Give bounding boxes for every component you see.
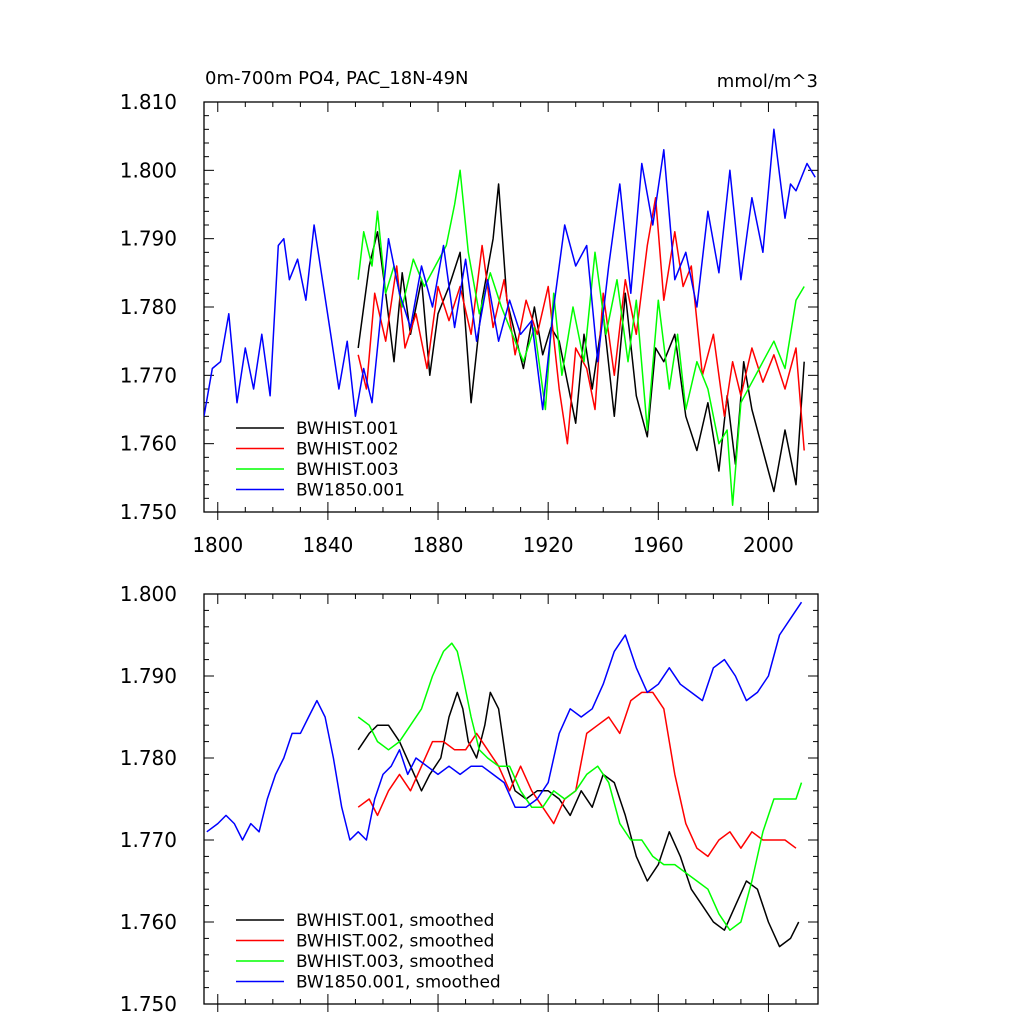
top-series-line-4: [204, 128, 816, 418]
top-x-tick-label: 1960: [633, 533, 684, 557]
bottom-legend-label: BWHIST.003, smoothed: [296, 952, 494, 972]
top-x-tick-label: 1880: [413, 533, 464, 557]
top-panel-title: 0m-700m PO4, PAC_18N-49N: [205, 68, 469, 89]
top-legend-label: BW1850.001: [296, 481, 405, 501]
top-y-tick-label: 1.780: [120, 295, 177, 319]
top-y-tick-label: 1.790: [120, 227, 177, 251]
top-y-tick-label: 1.810: [120, 90, 177, 114]
bottom-series-line-4: [206, 601, 803, 841]
bottom-y-tick-label: 1.790: [120, 664, 177, 688]
bottom-series-line-3: [357, 642, 803, 931]
top-y-tick-label: 1.760: [120, 432, 177, 456]
top-panel: 0m-700m PO4, PAC_18N-49N mmol/m^3 1800 18…: [120, 68, 819, 557]
top-legend-label: BWHIST.002: [296, 440, 399, 460]
bottom-y-tick-label: 1.800: [120, 582, 177, 606]
top-series-line-2: [357, 196, 805, 451]
top-x-tick-label: 1800: [192, 533, 243, 557]
bottom-series-line-1: [357, 691, 800, 948]
top-y-tick-label: 1.750: [120, 500, 177, 524]
top-y-tick-label: 1.800: [120, 158, 177, 182]
bottom-plot-frame: [203, 593, 819, 1005]
bottom-legend-label: BWHIST.002, smoothed: [296, 932, 494, 952]
bottom-y-tick-label: 1.770: [120, 828, 177, 852]
bottom-y-tick-label: 1.750: [120, 992, 177, 1016]
top-legend-label: BWHIST.003: [296, 460, 399, 480]
bottom-y-tick-label: 1.760: [120, 910, 177, 934]
bottom-legend-label: BWHIST.001, smoothed: [296, 911, 494, 931]
bottom-panel: 1.750 1.760 1.770 1.780 1.790 1.800 BWHIST.001…: [120, 582, 819, 1016]
bottom-series-line-2: [357, 691, 797, 858]
top-panel-units: mmol/m^3: [717, 71, 818, 92]
top-x-tick-label: 1840: [302, 533, 353, 557]
top-x-tick-label: 1920: [523, 533, 574, 557]
top-y-tick-label: 1.770: [120, 363, 177, 387]
bottom-legend-label: BW1850.001, smoothed: [296, 973, 501, 993]
top-legend-label: BWHIST.001: [296, 419, 399, 439]
top-series-line-3: [357, 169, 805, 506]
bottom-y-tick-label: 1.780: [120, 746, 177, 770]
top-x-tick-label: 2000: [743, 533, 794, 557]
